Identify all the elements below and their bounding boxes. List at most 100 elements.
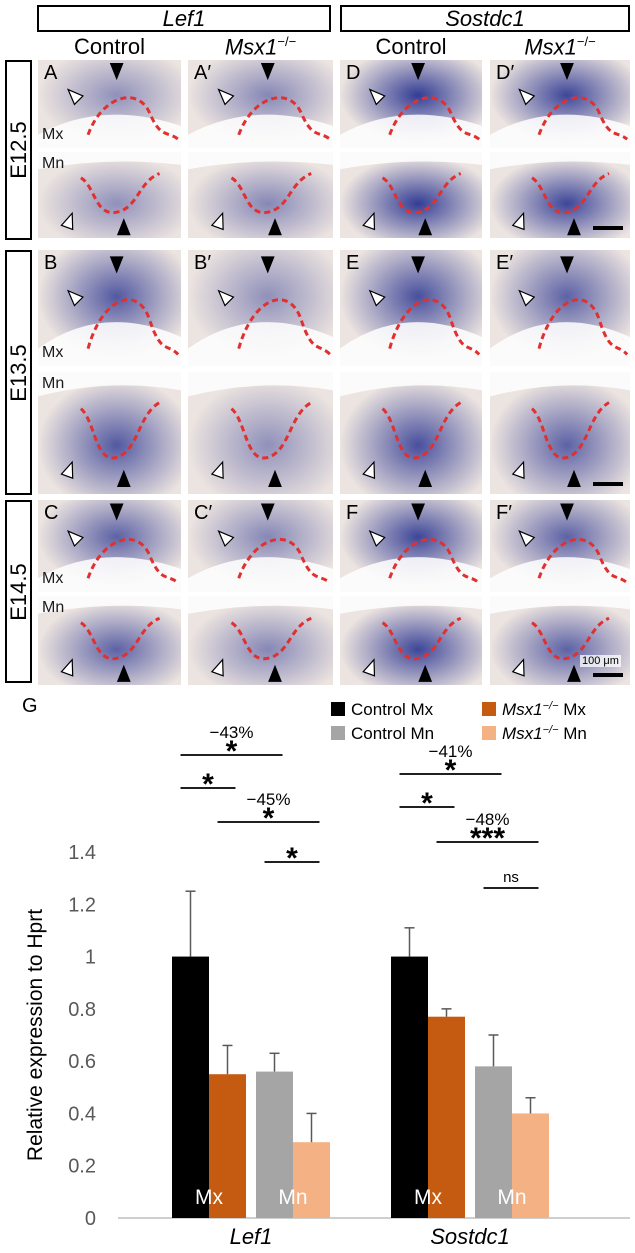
black-arrowhead-icon xyxy=(418,218,433,236)
section-image-B′-mn xyxy=(188,372,333,494)
y-tick-label: 0.8 xyxy=(68,999,96,1021)
panel-label-g: G xyxy=(22,695,38,717)
bar-label-mn: Mn xyxy=(497,1186,526,1209)
black-arrowhead-icon xyxy=(567,664,581,682)
legend-swatch xyxy=(482,726,496,740)
black-arrowhead-icon xyxy=(418,469,433,487)
panel-label: C′ xyxy=(194,502,213,524)
panel-label: B′ xyxy=(194,252,212,274)
section-image-B-mn: Mn xyxy=(38,372,181,494)
white-arrowhead-icon xyxy=(66,530,84,548)
panel-label: A xyxy=(44,62,58,84)
section-image-A′-mn xyxy=(188,152,333,238)
black-arrowhead-icon xyxy=(567,469,581,487)
maxilla-label: Mx xyxy=(42,126,64,143)
panel-label: D xyxy=(346,62,361,84)
y-tick-label: 0.4 xyxy=(68,1103,96,1125)
section-image-E-mn xyxy=(340,372,482,494)
section-image-D′-mx: D′ xyxy=(490,60,630,148)
bar xyxy=(391,956,428,1218)
black-arrowhead-icon xyxy=(268,218,282,236)
black-arrowhead-icon xyxy=(116,664,131,682)
white-arrowhead-icon xyxy=(511,658,525,677)
column-header-1: Control xyxy=(74,34,145,59)
bar xyxy=(512,1113,549,1218)
white-arrowhead-icon xyxy=(362,460,376,480)
white-arrowhead-icon xyxy=(368,88,386,106)
legend-label: Msx1−/− Mn xyxy=(502,724,587,743)
bar xyxy=(475,1066,512,1218)
white-arrowhead-icon xyxy=(368,530,386,548)
bar xyxy=(256,1071,293,1218)
section-image-A-mx: A Mx xyxy=(38,60,181,148)
panel-label: F′ xyxy=(496,502,512,524)
legend-swatch xyxy=(331,702,345,716)
stage-label-E13-5: E13.5 xyxy=(5,250,32,495)
percent-change-label: −48% xyxy=(466,810,510,829)
legend-label: Control Mn xyxy=(351,724,434,743)
white-arrowhead-icon xyxy=(217,88,235,106)
scale-bar xyxy=(593,226,623,230)
y-tick-label: 0.2 xyxy=(68,1156,96,1178)
scale-bar xyxy=(593,673,623,677)
mandible-label: Mn xyxy=(42,375,65,392)
significance-label: * xyxy=(226,735,238,768)
panel-label: E xyxy=(346,252,360,274)
section-image-C′-mn xyxy=(188,596,333,685)
panel-label: A′ xyxy=(194,62,212,84)
x-category-label: Lef1 xyxy=(230,1224,273,1249)
white-arrowhead-icon xyxy=(362,211,376,231)
black-arrowhead-icon xyxy=(567,218,581,236)
bar-chart: G Control Mx Msx1−/− Mx Control Mn Msx1−/− M… xyxy=(22,695,630,1249)
white-arrowhead-icon xyxy=(511,460,525,480)
stage-label-E14-5: E14.5 xyxy=(5,500,32,683)
section-image-C′-mx: C′ xyxy=(188,500,333,592)
panel-label: F xyxy=(346,502,359,524)
bar xyxy=(209,1074,246,1218)
section-image-E′-mx: E′ xyxy=(490,250,630,366)
percent-change-label: −45% xyxy=(247,790,291,809)
section-image-C-mx: C Mx xyxy=(38,500,181,592)
black-arrowhead-icon xyxy=(411,503,425,521)
panel-label: E′ xyxy=(496,252,514,274)
section-image-D-mx: D xyxy=(340,60,482,148)
bar xyxy=(172,956,209,1218)
section-image-A′-mx: A′ xyxy=(188,60,333,148)
panel-label: B xyxy=(44,252,58,274)
white-arrowhead-icon xyxy=(518,289,536,307)
mandible-label: Mn xyxy=(42,155,65,172)
gene-header-lef1: Lef1 xyxy=(37,5,331,32)
black-arrowhead-icon xyxy=(418,664,433,682)
section-image-F′-mn xyxy=(490,596,630,685)
white-arrowhead-icon xyxy=(60,211,74,231)
black-arrowhead-icon xyxy=(109,256,124,274)
panel-label: D′ xyxy=(496,62,515,84)
black-arrowhead-icon xyxy=(411,256,425,274)
significance-label: * xyxy=(286,842,298,875)
black-arrowhead-icon xyxy=(268,469,282,487)
white-arrowhead-icon xyxy=(210,460,224,480)
gene-header-sostdc1: Sostdc1 xyxy=(340,5,630,32)
white-arrowhead-icon xyxy=(368,289,386,307)
x-category-label: Sostdc1 xyxy=(430,1224,510,1249)
section-image-F′-mx: F′ xyxy=(490,500,630,592)
y-tick-label: 0.6 xyxy=(68,1051,96,1073)
black-arrowhead-icon xyxy=(260,256,275,274)
scale-bar xyxy=(593,482,623,486)
panel-label: C xyxy=(44,502,59,524)
y-tick-label: 1 xyxy=(85,947,96,969)
y-axis-title: Relative expression to Hprt xyxy=(24,909,47,1161)
black-arrowhead-icon xyxy=(260,62,275,81)
section-image-F-mn xyxy=(340,596,482,685)
white-arrowhead-icon xyxy=(518,530,536,548)
white-arrowhead-icon xyxy=(362,658,376,677)
section-image-D′-mn xyxy=(490,152,630,238)
section-image-E-mx: E xyxy=(340,250,482,366)
y-tick-label: 1.2 xyxy=(68,894,96,916)
bar-label-mn: Mn xyxy=(278,1186,307,1209)
white-arrowhead-icon xyxy=(66,289,84,307)
black-arrowhead-icon xyxy=(268,664,282,682)
white-arrowhead-icon xyxy=(210,658,224,677)
legend-label: Control Mx xyxy=(351,700,434,719)
white-arrowhead-icon xyxy=(518,88,536,106)
